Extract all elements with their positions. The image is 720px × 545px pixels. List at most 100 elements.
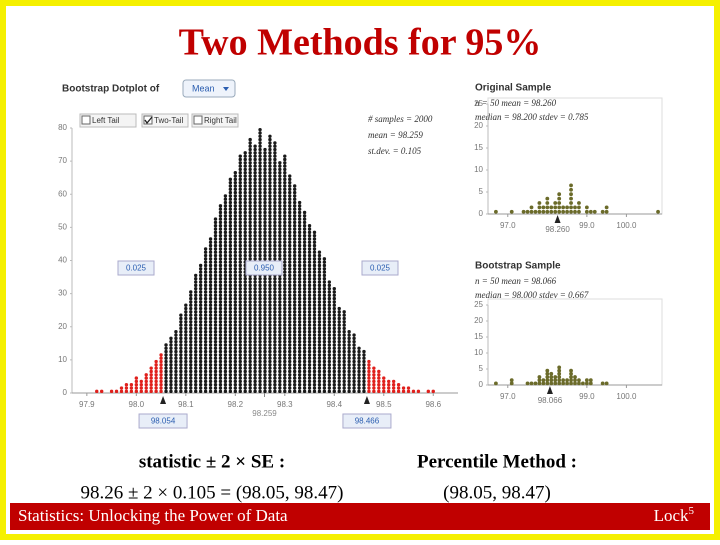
dot — [557, 365, 562, 370]
dot — [297, 383, 302, 387]
dot — [268, 290, 272, 294]
dot — [332, 339, 336, 344]
dot — [194, 326, 198, 331]
menu-button[interactable] — [182, 79, 236, 98]
dot — [233, 356, 238, 360]
dot — [253, 373, 257, 377]
tail-option[interactable] — [141, 113, 189, 128]
dot — [184, 363, 188, 367]
dot — [159, 383, 163, 387]
dot-column — [529, 381, 534, 386]
dot — [238, 349, 242, 354]
dot — [253, 190, 257, 195]
dot — [332, 306, 336, 311]
dot — [213, 273, 218, 278]
dot — [228, 267, 233, 271]
dot — [194, 280, 198, 284]
dot — [218, 356, 223, 360]
dot — [258, 177, 262, 182]
dot — [233, 303, 238, 307]
dot — [194, 376, 198, 380]
dot — [208, 316, 213, 321]
dot — [258, 333, 262, 337]
dot — [233, 277, 238, 281]
dot — [243, 210, 247, 215]
dot — [292, 217, 297, 221]
dot — [208, 280, 213, 284]
dot — [391, 389, 396, 394]
dot-column — [557, 365, 562, 386]
dot — [312, 343, 317, 347]
dot — [367, 363, 371, 367]
dot — [312, 363, 317, 367]
dot — [263, 323, 267, 327]
dot — [253, 369, 257, 374]
dot — [238, 227, 242, 231]
dot — [258, 376, 262, 380]
dot — [273, 177, 277, 182]
dot — [292, 194, 297, 198]
dot — [347, 373, 351, 377]
dot — [228, 194, 233, 198]
dot — [233, 240, 238, 244]
tail-option[interactable] — [191, 113, 239, 128]
dot — [258, 127, 262, 132]
dot — [569, 371, 573, 376]
dot — [312, 316, 317, 321]
menu-label[interactable]: Mean — [192, 83, 215, 93]
dot — [243, 369, 247, 374]
y-tick-label: 10 — [474, 348, 483, 357]
footer-brand: Lock5 — [654, 505, 695, 525]
dot — [342, 323, 346, 327]
dot — [317, 389, 322, 394]
dot — [144, 379, 148, 384]
dot — [312, 326, 317, 331]
dot — [297, 204, 302, 208]
dot — [203, 363, 208, 367]
dot — [184, 343, 188, 347]
dot — [149, 379, 153, 384]
dot — [154, 369, 158, 374]
dot-column — [208, 237, 213, 394]
dot — [288, 330, 292, 334]
dot — [283, 237, 287, 241]
dot — [317, 366, 322, 370]
dot-column — [584, 378, 589, 386]
dot — [233, 233, 238, 238]
dot — [307, 253, 312, 258]
dot — [312, 369, 317, 374]
dot — [307, 263, 312, 268]
dot — [248, 141, 252, 145]
dot — [228, 300, 233, 304]
tail-option[interactable] — [79, 113, 137, 128]
dot — [258, 247, 262, 251]
dot — [243, 356, 247, 360]
dot — [189, 369, 193, 374]
dot — [297, 257, 302, 261]
dot — [297, 359, 302, 364]
dot — [327, 333, 332, 337]
dot — [288, 273, 292, 278]
dot — [194, 277, 198, 281]
dot — [228, 323, 233, 327]
dot — [322, 326, 327, 331]
dot — [382, 379, 386, 384]
dot — [218, 376, 223, 380]
dot — [273, 210, 277, 215]
dot — [352, 376, 356, 380]
dot — [263, 326, 267, 331]
dot — [233, 363, 238, 367]
dot — [268, 247, 272, 251]
dot — [248, 290, 252, 294]
dot — [208, 343, 213, 347]
dot — [174, 369, 178, 374]
x-tick-label: 98.1 — [178, 400, 194, 409]
y-tick-label: 20 — [474, 121, 483, 130]
dot — [223, 366, 228, 370]
dot — [218, 243, 223, 248]
dot — [134, 389, 139, 394]
dot — [228, 313, 233, 317]
dot — [332, 300, 336, 304]
dot — [253, 171, 257, 175]
dot — [203, 353, 208, 357]
